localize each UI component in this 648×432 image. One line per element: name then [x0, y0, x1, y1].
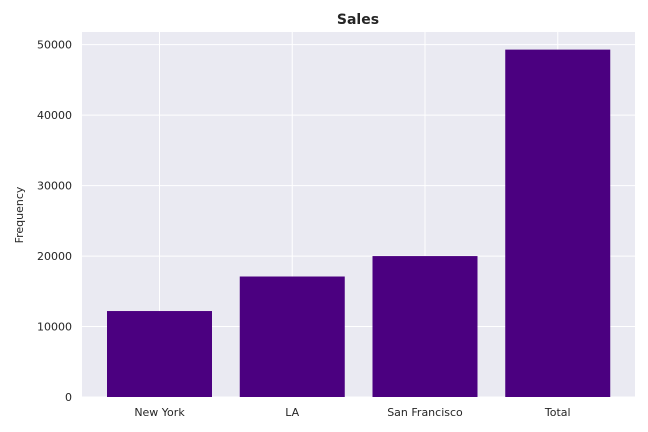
- y-tick-labels: 0 10000 20000 30000 40000 50000: [37, 39, 72, 404]
- bar-total: [505, 49, 611, 397]
- x-tick-labels: New York LA San Francisco Total: [134, 406, 570, 419]
- x-tick-label: Total: [544, 406, 571, 419]
- bar-san-francisco: [372, 256, 478, 397]
- y-tick-label: 50000: [37, 39, 72, 52]
- y-tick-label: 40000: [37, 109, 72, 122]
- y-axis-label: Frequency: [13, 186, 26, 243]
- y-tick-label: 10000: [37, 321, 72, 334]
- y-tick-label: 30000: [37, 180, 72, 193]
- x-tick-label: LA: [285, 406, 299, 419]
- bar-new-york: [107, 311, 212, 397]
- y-tick-label: 0: [65, 391, 72, 404]
- chart-title: Sales: [337, 12, 379, 28]
- bars: [107, 49, 611, 397]
- x-tick-label: San Francisco: [387, 406, 463, 419]
- y-tick-label: 20000: [37, 250, 72, 263]
- bar-la: [239, 276, 345, 397]
- x-tick-label: New York: [134, 406, 185, 419]
